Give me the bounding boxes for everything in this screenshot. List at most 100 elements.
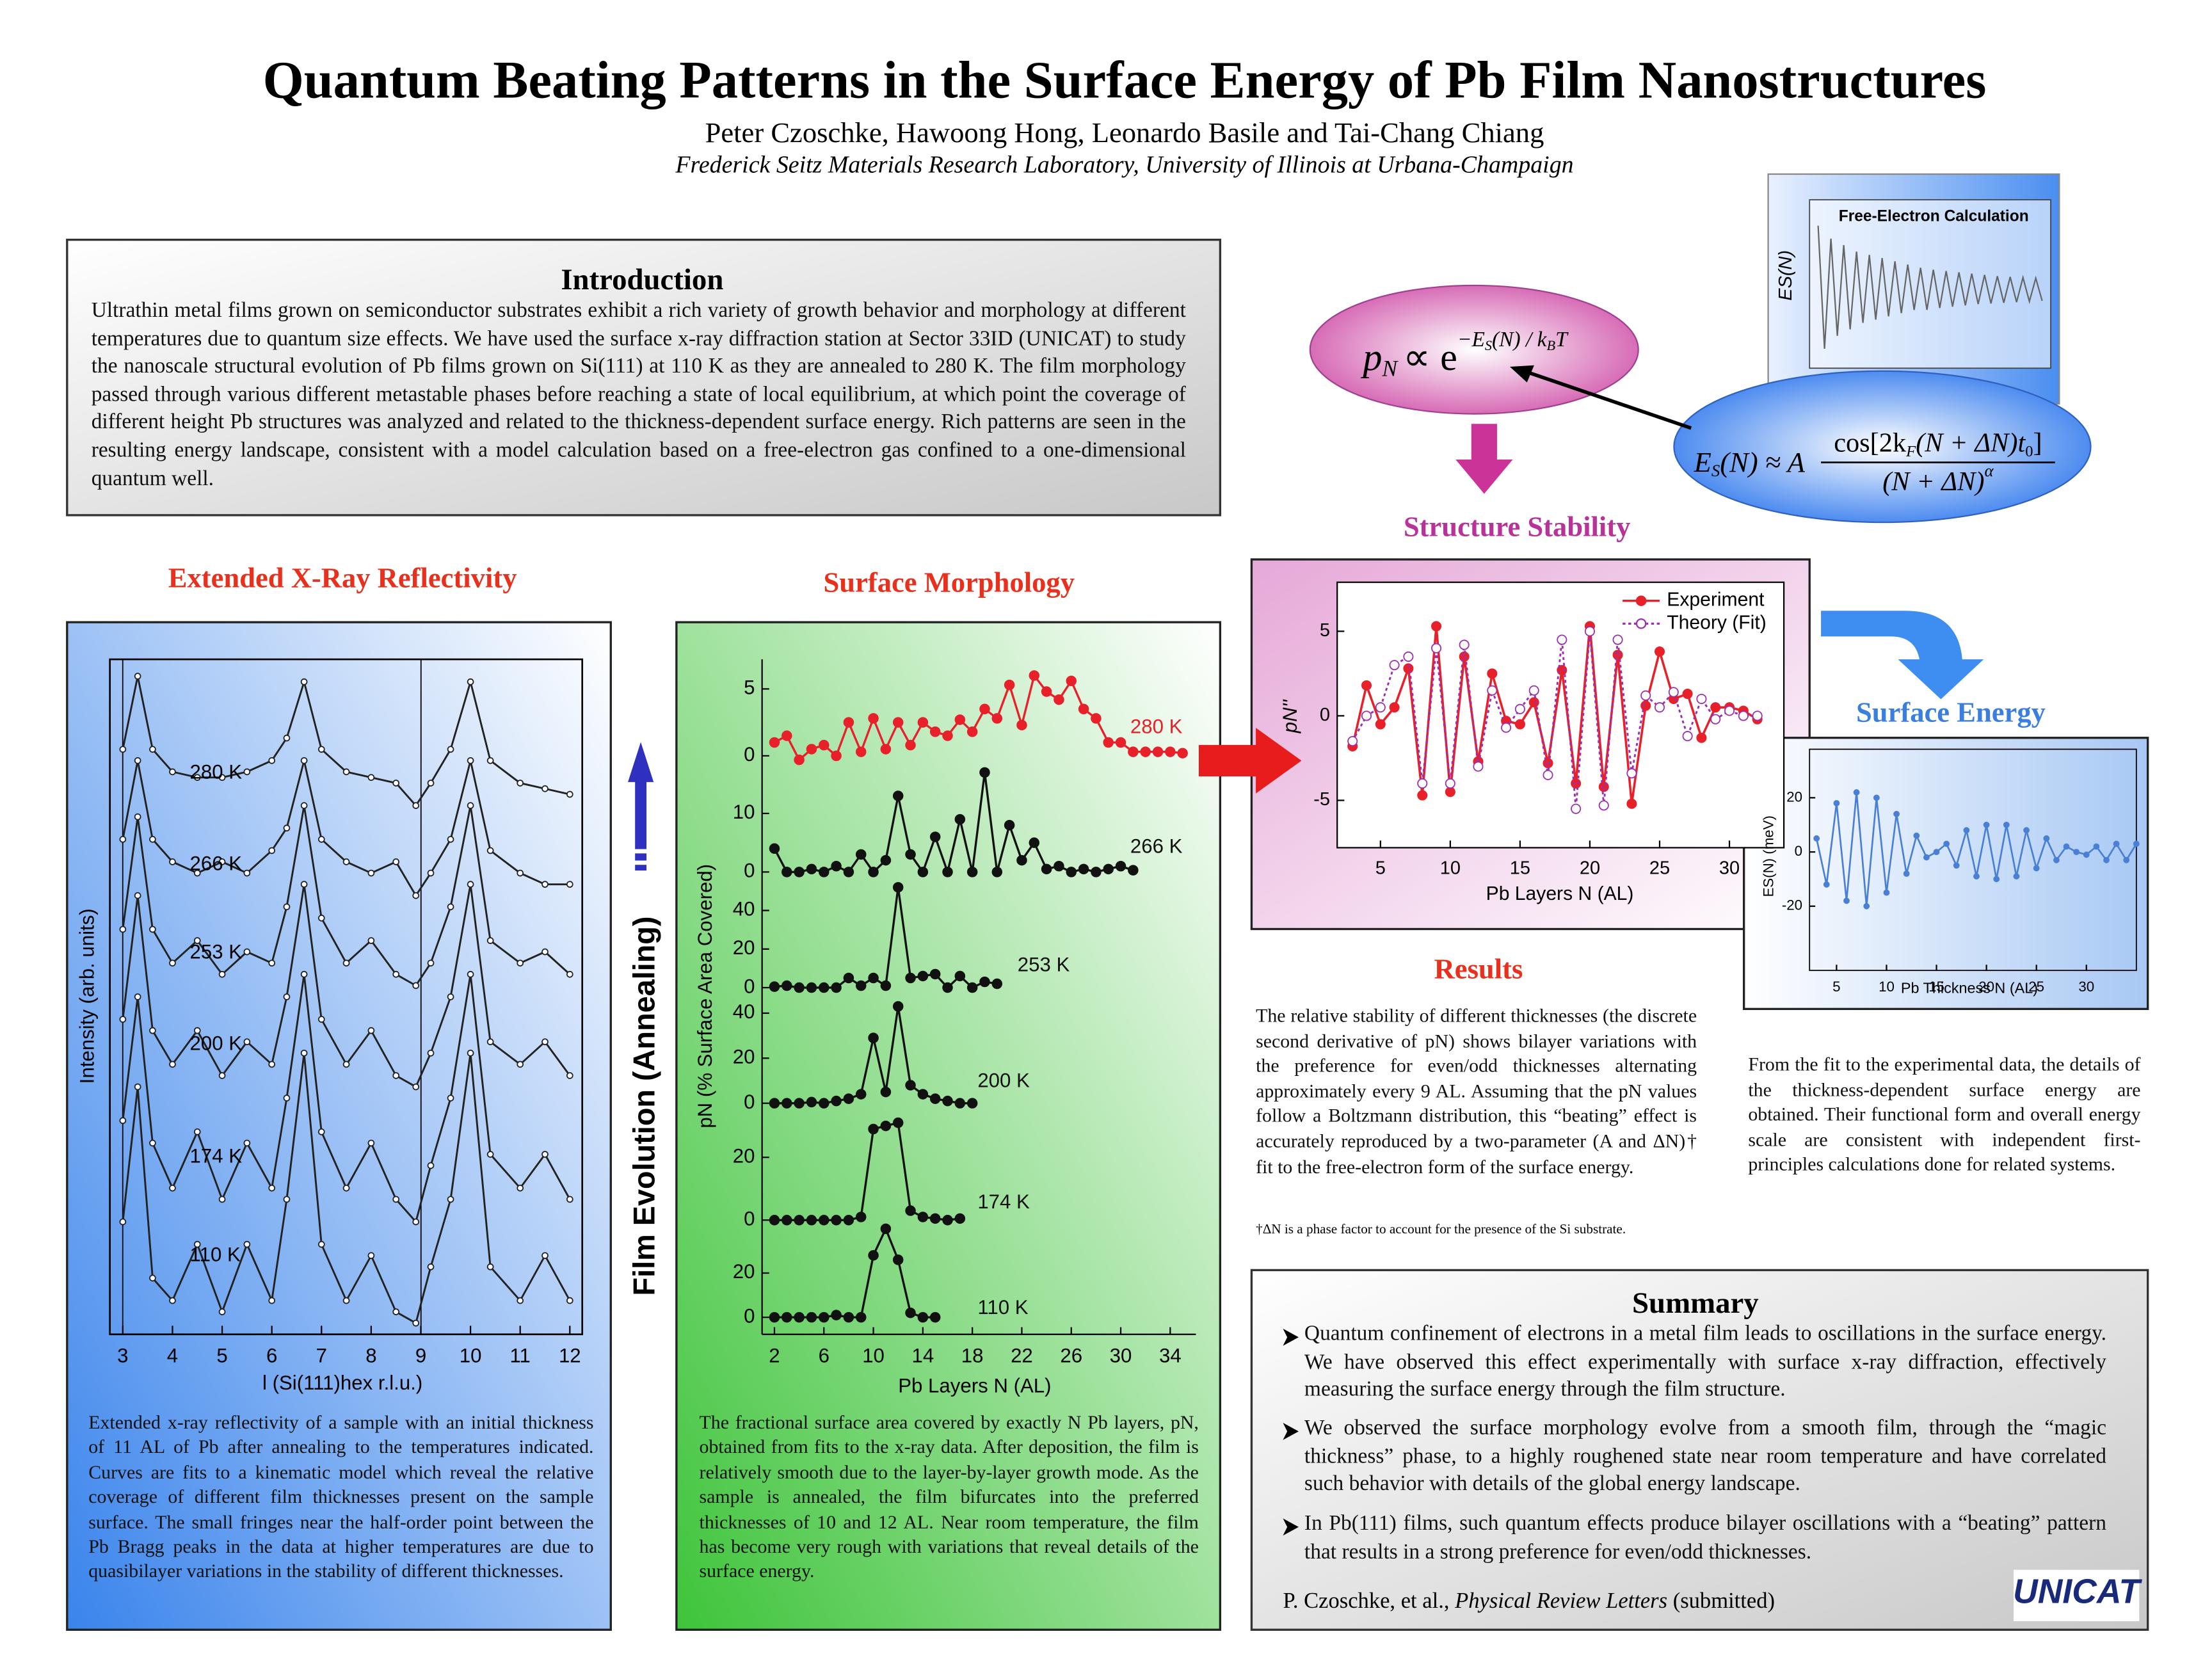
data-point (392, 780, 400, 787)
data-point (193, 1240, 201, 1248)
data-point (1417, 790, 1428, 801)
formula-part: B (1546, 337, 1555, 353)
data-point (1682, 731, 1693, 742)
x-tick-label: 20 (1978, 979, 1994, 995)
data-point (1091, 713, 1102, 724)
bullet (1283, 1518, 1299, 1536)
data-point (966, 726, 978, 737)
data-point (486, 757, 494, 764)
footnote: †ΔN is a phase factor to account for the… (1256, 1221, 1626, 1237)
x-tick-label: 5 (1832, 979, 1840, 995)
caption-box: From the fit to the experimental data, t… (1748, 1054, 2140, 1175)
data-point (342, 959, 350, 967)
series-label: 266 K (1130, 835, 1183, 858)
y-tick-label: 20 (733, 1260, 755, 1283)
data-point (917, 867, 929, 878)
data-point (392, 970, 400, 978)
legend-marker (1635, 618, 1647, 629)
data-point (831, 860, 842, 872)
data-point (1612, 650, 1623, 661)
data-point (929, 726, 941, 737)
formula-part: ∝ e (1403, 336, 1457, 379)
data-point (134, 993, 141, 1000)
xrr-panel (66, 621, 612, 1631)
data-point (1557, 665, 1567, 676)
data-point (1843, 897, 1850, 904)
data-point (1473, 761, 1484, 772)
data-point (1963, 827, 1970, 834)
data-point (367, 1252, 375, 1260)
y-tick-label: -20 (1782, 897, 1802, 913)
results-text: The relative stability of different thic… (1256, 1004, 1697, 1177)
data-point (218, 1196, 226, 1203)
data-point (119, 926, 127, 933)
series-label: 174 K (190, 1145, 243, 1167)
series-line (122, 805, 571, 987)
legend-label: Experiment (1667, 589, 1765, 611)
formula-denominator: (N + ΔN)α (1882, 461, 1994, 496)
data-point (300, 802, 308, 809)
data-point (1973, 873, 1980, 880)
data-point (917, 1311, 929, 1323)
axis-label: ES(N) (1775, 250, 1796, 301)
data-point (541, 1151, 549, 1158)
data-point (1612, 634, 1623, 645)
data-point (447, 1094, 454, 1102)
arrow (1523, 369, 1692, 430)
data-point (566, 790, 573, 798)
data-point (367, 1139, 375, 1147)
data-point (1501, 722, 1512, 733)
x-tick-label: 30 (1110, 1345, 1132, 1367)
data-point (868, 867, 879, 878)
data-point (855, 1311, 867, 1323)
data-point (467, 970, 474, 978)
data-point (169, 1061, 176, 1068)
data-point (1813, 835, 1820, 842)
data-point (942, 730, 953, 741)
data-point (134, 813, 141, 821)
data-point (806, 1096, 817, 1108)
formula-part: (N) ≈ A (1720, 446, 1805, 478)
data-point (367, 1027, 375, 1034)
data-point (169, 1184, 176, 1192)
data-point (1054, 860, 1064, 872)
data-point (794, 982, 805, 993)
formula-boltzmann: pN ∝ e−ES(N) / kBT (1360, 328, 1569, 381)
data-point (1029, 837, 1040, 848)
data-point (134, 1083, 141, 1091)
data-point (1487, 685, 1498, 696)
data-point (486, 1038, 494, 1046)
formula-part: N (1381, 356, 1399, 381)
data-point (966, 1098, 978, 1109)
data-point (1445, 787, 1455, 797)
data-point (781, 730, 792, 741)
summary-item: In Pb(111) films, such quantum effects p… (1304, 1512, 2107, 1564)
data-point (447, 835, 454, 843)
axis-label: pN'' (1279, 699, 1301, 733)
reference-part: P. Czoschke, et al., (1283, 1589, 1455, 1613)
data-point (1913, 832, 1920, 839)
section-title: Results (1434, 953, 1523, 985)
series-line (774, 1121, 961, 1221)
plot-frame (1809, 748, 2137, 972)
data-point (283, 993, 291, 1000)
data-point (806, 744, 817, 755)
data-point (929, 1093, 941, 1104)
data-point (1016, 854, 1027, 866)
summary-item-box: Quantum confinement of electrons in a me… (1304, 1322, 2107, 1402)
x-tick-label: 18 (961, 1345, 984, 1367)
series-label: 280 K (1130, 715, 1183, 737)
data-point (1933, 849, 1940, 856)
data-point (1833, 799, 1840, 806)
data-point (467, 802, 474, 809)
data-point (1103, 737, 1114, 748)
data-point (427, 1162, 435, 1169)
reference-part: Physical Review Letters (1454, 1589, 1667, 1613)
summary-item: Quantum confinement of electrons in a me… (1304, 1322, 2107, 1402)
data-point (193, 937, 201, 944)
data-point (119, 835, 127, 843)
y-tick-label: 0 (744, 975, 755, 997)
data-point (1543, 769, 1553, 780)
formula-energy-lhs: ES(N) ≈ A (1694, 446, 1806, 480)
data-point (1943, 840, 1950, 847)
